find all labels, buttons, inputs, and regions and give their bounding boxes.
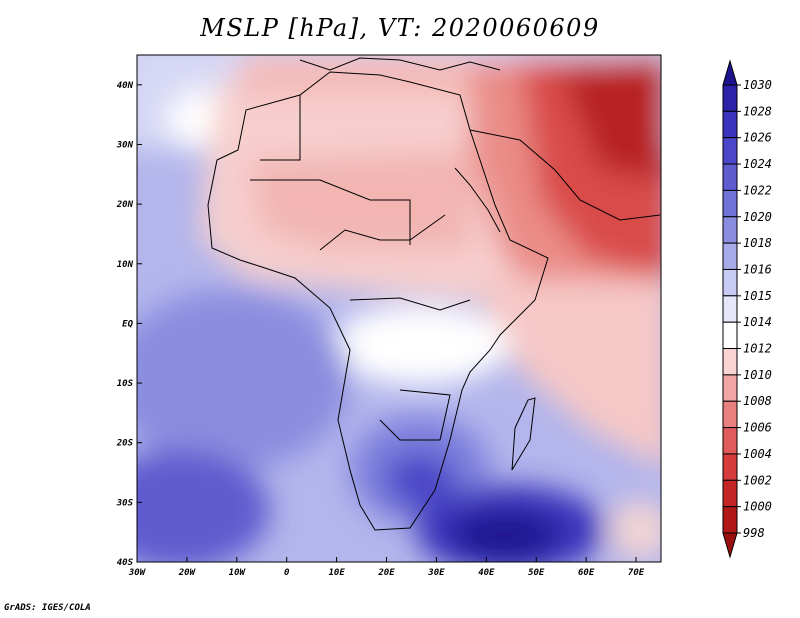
lon-tick-label: 40E — [478, 568, 495, 578]
colorbar-swatch — [722, 216, 738, 244]
colorbar-swatch — [722, 163, 738, 191]
colorbar-label: 1004 — [743, 447, 772, 461]
colorbar: 1030 1028 1026 1024 1022 1020 1018 1016 1015 1014… — [722, 59, 772, 559]
plot-frame — [136, 54, 662, 563]
lat-tick-label: 10S — [117, 379, 134, 389]
colorbar-swatch — [722, 242, 738, 270]
colorbar-label: 1008 — [743, 394, 772, 408]
lon-tick-label: 20E — [377, 568, 395, 578]
colorbar-label: 1002 — [743, 473, 772, 487]
lat-tick-label: 40N — [117, 81, 134, 91]
colorbar-label: 1022 — [743, 183, 772, 197]
colorbar-bottom-arrow — [722, 532, 738, 559]
lon-tick-label: 10W — [229, 568, 247, 578]
lat-tick-label: 30N — [116, 140, 134, 150]
colorbar-label: 1010 — [743, 368, 772, 382]
lon-tick-label: 20W — [178, 568, 197, 578]
colorbar-swatch — [722, 189, 738, 218]
lon-tick-label: 70E — [628, 568, 645, 578]
lon-tick-label: 0 — [284, 568, 290, 578]
colorbar-label: 1026 — [743, 131, 772, 145]
map-title: MSLP [hPa], VT: 2020060609 — [200, 14, 600, 42]
lat-tick-label: 20S — [116, 439, 134, 449]
colorbar-swatch — [722, 295, 738, 323]
coastline-outline — [207, 57, 661, 531]
colorbar-swatch — [722, 268, 738, 297]
colorbar-swatch — [722, 84, 738, 112]
colorbar-label: 1018 — [743, 236, 772, 250]
lon-tick-label: 30W — [128, 568, 147, 578]
colorbar-swatch — [722, 400, 738, 429]
colorbar-label: 1030 — [743, 78, 772, 92]
colorbar-swatch — [722, 374, 738, 402]
colorbar-swatch — [722, 321, 738, 350]
colorbar-swatch — [722, 506, 738, 534]
lat-tick-label: 40S — [117, 558, 134, 568]
colorbar-swatch — [722, 427, 738, 455]
colorbar-label: 1012 — [743, 342, 772, 356]
colorbar-swatch — [722, 453, 738, 481]
colorbar-label: 998 — [743, 526, 765, 540]
colorbar-label: 1014 — [743, 315, 772, 329]
colorbar-swatch — [722, 348, 738, 376]
longitude-axis: 30W 20W 10W 0 10E 20E 30E 40E 50E 60E 70E — [128, 557, 645, 578]
latitude-axis: 40N 30N 20N 10N EQ 10S 20S 30S 40S — [116, 81, 142, 568]
colorbar-label: 1020 — [743, 210, 772, 224]
colorbar-top-arrow — [722, 59, 738, 86]
colorbar-swatch — [722, 110, 738, 139]
pressure-field — [137, 55, 661, 562]
colorbar-label: 1028 — [743, 104, 772, 118]
lat-tick-label: 20N — [116, 200, 134, 210]
lat-tick-label: 30S — [116, 498, 134, 508]
lon-tick-label: 60E — [578, 568, 595, 578]
lat-tick-label: EQ — [122, 319, 133, 329]
colorbar-swatch — [722, 137, 738, 165]
grads-credit: GrADS: IGES/COLA — [4, 603, 91, 613]
colorbar-swatch — [722, 479, 738, 508]
lon-tick-label: 50E — [528, 568, 545, 578]
lon-tick-label: 30E — [427, 568, 445, 578]
lon-tick-label: 10E — [328, 568, 345, 578]
colorbar-label: 1000 — [743, 500, 772, 514]
colorbar-label: 1016 — [743, 262, 772, 276]
colorbar-label: 1006 — [743, 421, 772, 435]
lat-tick-label: 10N — [117, 260, 134, 270]
colorbar-label: 1015 — [743, 289, 772, 303]
colorbar-label: 1024 — [743, 157, 772, 171]
